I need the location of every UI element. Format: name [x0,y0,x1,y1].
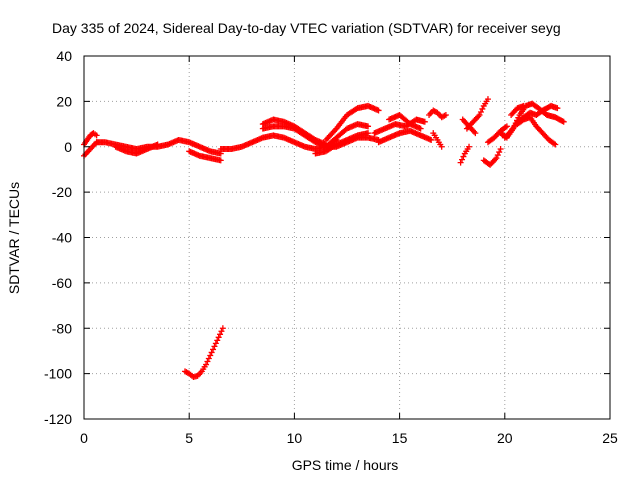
series-s13 [371,116,428,137]
data-point [503,123,510,130]
series-s26 [508,102,527,118]
y-axis-label: SDTVAR / TECUs [6,182,22,294]
y-tick-label: -40 [52,230,72,246]
data-point [207,352,214,359]
data-point [205,355,212,362]
data-point [211,343,218,350]
y-tick-label: -120 [44,411,72,427]
x-tick-label: 25 [602,430,618,446]
y-tick-label: -20 [52,184,72,200]
series-s6 [181,325,226,381]
data-point [93,132,100,139]
data-point [154,141,161,148]
data-point [459,156,466,163]
data-point [428,136,435,143]
data-point [502,124,509,131]
data-point [484,96,491,103]
data-point [218,328,225,335]
data-point [554,105,561,112]
series-s1 [81,130,100,148]
series-s15 [386,111,424,132]
y-tick-labels: -120 -100 -80 -60 -40 -20 0 20 40 [44,48,72,427]
series-s20 [459,116,479,137]
series-s25 [514,114,559,148]
data-point [477,108,484,115]
data-point [551,140,558,147]
data-point [472,130,479,137]
data-points [81,96,567,381]
x-tick-label: 10 [287,430,303,446]
series-s16 [426,107,449,121]
data-point [493,155,500,162]
data-point [496,149,503,156]
data-point [442,111,449,118]
data-point [217,331,224,338]
x-tick-label: 5 [185,430,193,446]
data-point [438,143,445,150]
x-axis-label: GPS time / hours [292,457,399,473]
data-point [214,337,221,344]
data-point [479,105,486,112]
data-point [552,141,559,148]
y-tick-label: 0 [64,139,72,155]
chart-title: Day 335 of 2024, Sidereal Day-to-day VTE… [52,20,561,36]
series-s10 [322,102,382,143]
data-point [365,130,372,137]
axis-ticks [83,55,611,420]
y-tick-label: 40 [56,48,72,64]
series-s5 [186,148,224,164]
data-point [219,325,226,332]
data-point [203,361,210,368]
series-s18 [457,143,473,166]
data-point [494,152,501,159]
data-point [365,123,372,130]
series-s12 [312,130,372,157]
data-point [212,340,219,347]
data-point [215,334,222,341]
data-point [421,118,428,125]
data-point [476,111,483,118]
data-point [520,102,527,109]
y-tick-label: -80 [52,320,72,336]
y-tick-label: -100 [44,366,72,382]
data-point [204,358,211,365]
data-point [560,118,567,125]
data-point [457,159,464,166]
data-point [460,153,467,160]
data-point [417,125,424,132]
data-point [217,157,224,164]
series-s11 [322,121,372,150]
data-point [208,349,215,356]
data-point [497,146,504,153]
x-tick-label: 0 [80,430,88,446]
series-s17 [430,130,445,150]
x-tick-label: 20 [497,430,513,446]
data-point [210,346,217,353]
x-tick-label: 15 [392,430,408,446]
series-s4 [112,141,161,157]
y-tick-label: 20 [56,93,72,109]
y-tick-label: -60 [52,275,72,291]
series-s14 [375,127,435,146]
series-s21 [480,146,504,168]
x-tick-labels: 0 5 10 15 20 25 [80,430,618,446]
data-point [466,143,473,150]
data-point [375,107,382,114]
